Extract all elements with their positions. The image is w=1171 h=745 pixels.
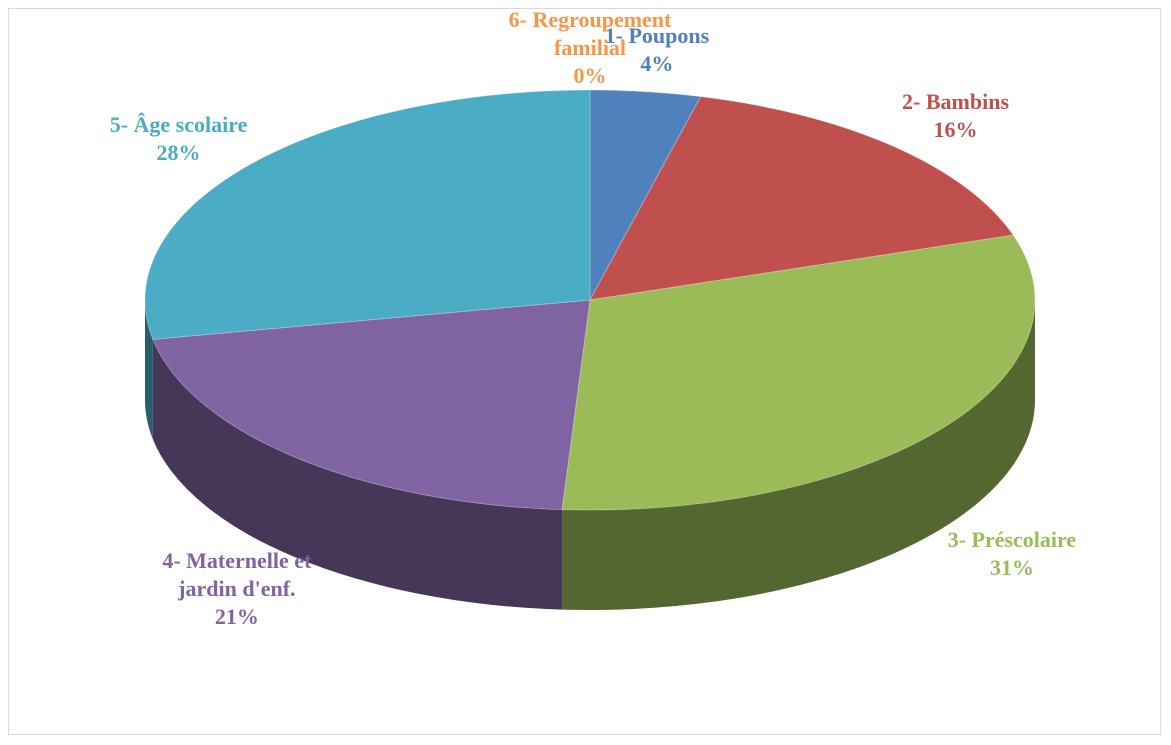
slice-side bbox=[145, 300, 153, 440]
value-label: 21% bbox=[214, 604, 259, 630]
data-label: 5- Âge scolaire 28% bbox=[79, 111, 279, 167]
slice-side bbox=[562, 300, 1035, 610]
slice bbox=[144, 89, 591, 340]
value-label: 28% bbox=[156, 140, 201, 166]
value-label: 31% bbox=[989, 555, 1034, 581]
category-name: 6- Regroupement familial bbox=[508, 7, 672, 60]
slice bbox=[589, 89, 702, 301]
slice bbox=[589, 96, 1015, 301]
category-name: 2- Bambins bbox=[902, 89, 1010, 115]
category-name: 4- Maternelle et jardin d'enf. bbox=[162, 548, 312, 602]
slice bbox=[152, 299, 591, 511]
value-label: 0% bbox=[573, 63, 607, 88]
value-label: 16% bbox=[933, 117, 978, 143]
data-label: 2- Bambins 16% bbox=[856, 88, 1056, 144]
slice bbox=[561, 234, 1036, 511]
value-label: 4% bbox=[640, 50, 674, 76]
data-label: 4- Maternelle et jardin d'enf. 21% bbox=[137, 547, 337, 631]
chart-frame bbox=[8, 8, 1161, 735]
category-name: 3- Préscolaire bbox=[947, 527, 1077, 553]
category-name: 5- Âge scolaire bbox=[109, 112, 248, 138]
slice-side bbox=[152, 339, 563, 610]
data-label: 3- Préscolaire 31% bbox=[912, 526, 1112, 582]
data-label: 1- Poupons 4% bbox=[557, 22, 757, 78]
category-name: 1- Poupons bbox=[604, 22, 710, 48]
data-label: 6- Regroupement familial 0% bbox=[490, 6, 690, 90]
